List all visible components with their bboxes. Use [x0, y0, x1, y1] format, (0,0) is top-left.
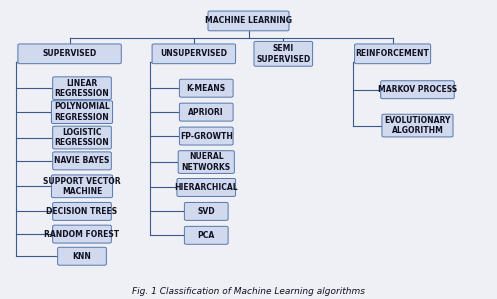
- FancyBboxPatch shape: [184, 202, 228, 220]
- FancyBboxPatch shape: [355, 44, 431, 64]
- Text: MACHINE LEARNING: MACHINE LEARNING: [205, 16, 292, 25]
- Text: FP-GROWTH: FP-GROWTH: [180, 132, 233, 141]
- Text: NAVIE BAYES: NAVIE BAYES: [54, 156, 110, 165]
- Text: HIERARCHICAL: HIERARCHICAL: [174, 183, 238, 192]
- FancyBboxPatch shape: [53, 225, 111, 243]
- Text: KNN: KNN: [73, 252, 91, 261]
- Text: PCA: PCA: [198, 231, 215, 240]
- Text: LOGISTIC
REGRESSION: LOGISTIC REGRESSION: [55, 128, 109, 147]
- Text: Fig. 1 Classification of Machine Learning algorithms: Fig. 1 Classification of Machine Learnin…: [132, 287, 365, 296]
- Text: SUPPORT VECTOR
MACHINE: SUPPORT VECTOR MACHINE: [43, 177, 121, 196]
- Text: RANDOM FOREST: RANDOM FOREST: [44, 230, 120, 239]
- FancyBboxPatch shape: [254, 42, 313, 66]
- FancyBboxPatch shape: [53, 152, 111, 170]
- Text: NUERAL
NETWORKS: NUERAL NETWORKS: [182, 152, 231, 172]
- Text: POLYNOMIAL
REGRESSION: POLYNOMIAL REGRESSION: [54, 103, 110, 122]
- FancyBboxPatch shape: [53, 77, 111, 100]
- Text: SVD: SVD: [197, 207, 215, 216]
- FancyBboxPatch shape: [177, 179, 236, 196]
- Text: EVOLUTIONARY
ALGORITHM: EVOLUTIONARY ALGORITHM: [384, 116, 451, 135]
- FancyBboxPatch shape: [179, 79, 233, 97]
- Text: LINEAR
REGRESSION: LINEAR REGRESSION: [55, 79, 109, 98]
- FancyBboxPatch shape: [208, 11, 289, 31]
- Text: SEMI
SUPERVISED: SEMI SUPERVISED: [256, 44, 311, 63]
- FancyBboxPatch shape: [179, 127, 233, 145]
- Text: REINFORCEMENT: REINFORCEMENT: [356, 49, 429, 58]
- FancyBboxPatch shape: [53, 202, 111, 220]
- Text: SUPERVISED: SUPERVISED: [42, 49, 97, 58]
- Text: MARKOV PROCESS: MARKOV PROCESS: [378, 85, 457, 94]
- Text: K-MEANS: K-MEANS: [187, 84, 226, 93]
- FancyBboxPatch shape: [53, 126, 111, 149]
- FancyBboxPatch shape: [58, 247, 106, 265]
- Text: APRIORI: APRIORI: [188, 108, 224, 117]
- FancyBboxPatch shape: [52, 175, 113, 198]
- Text: UNSUPERVISED: UNSUPERVISED: [161, 49, 227, 58]
- Text: DECISION TREES: DECISION TREES: [46, 207, 118, 216]
- FancyBboxPatch shape: [382, 114, 453, 137]
- FancyBboxPatch shape: [184, 226, 228, 244]
- FancyBboxPatch shape: [381, 81, 454, 99]
- FancyBboxPatch shape: [18, 44, 121, 64]
- FancyBboxPatch shape: [178, 151, 235, 173]
- FancyBboxPatch shape: [52, 101, 113, 123]
- FancyBboxPatch shape: [179, 103, 233, 121]
- FancyBboxPatch shape: [152, 44, 236, 64]
